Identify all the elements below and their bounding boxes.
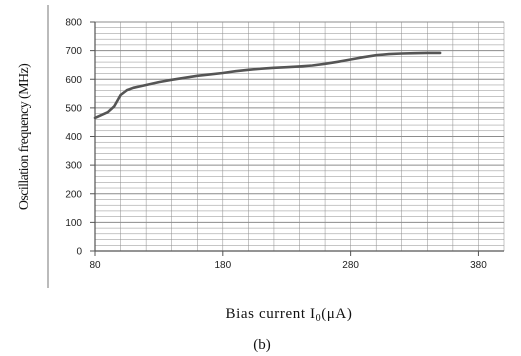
series-group <box>93 51 442 120</box>
series-line <box>93 51 442 120</box>
x-tick-label: 280 <box>342 260 359 271</box>
y-tick-label: 600 <box>65 75 82 86</box>
x-axis-label-unit: (μA) <box>321 306 352 322</box>
x-axis-label-subscript: 0 <box>316 313 322 324</box>
x-axis-label: Bias current I0(μA) <box>226 306 353 324</box>
y-tick-label: 500 <box>65 103 82 114</box>
y-tick-label: 300 <box>65 161 82 172</box>
y-tick-label: 400 <box>65 132 82 143</box>
x-axis-label-main: Bias current I <box>226 306 316 322</box>
y-tick-label: 700 <box>65 46 82 57</box>
x-tick-label: 80 <box>89 260 101 271</box>
grid-lines <box>95 21 505 251</box>
y-tick-label: 0 <box>76 247 82 258</box>
x-tick-label: 180 <box>214 260 231 271</box>
figure-caption: (b) <box>253 337 271 353</box>
x-tick-label: 380 <box>470 260 487 271</box>
y-tick-label: 800 <box>65 18 82 29</box>
tick-labels: 0 100 200 300 400 500 600 700 800 80 180 280 380 <box>65 18 487 272</box>
y-axis-label: Oscillation frequency (MHz) <box>17 63 32 210</box>
y-tick-label: 100 <box>65 218 82 229</box>
y-tick-label: 200 <box>65 189 82 200</box>
